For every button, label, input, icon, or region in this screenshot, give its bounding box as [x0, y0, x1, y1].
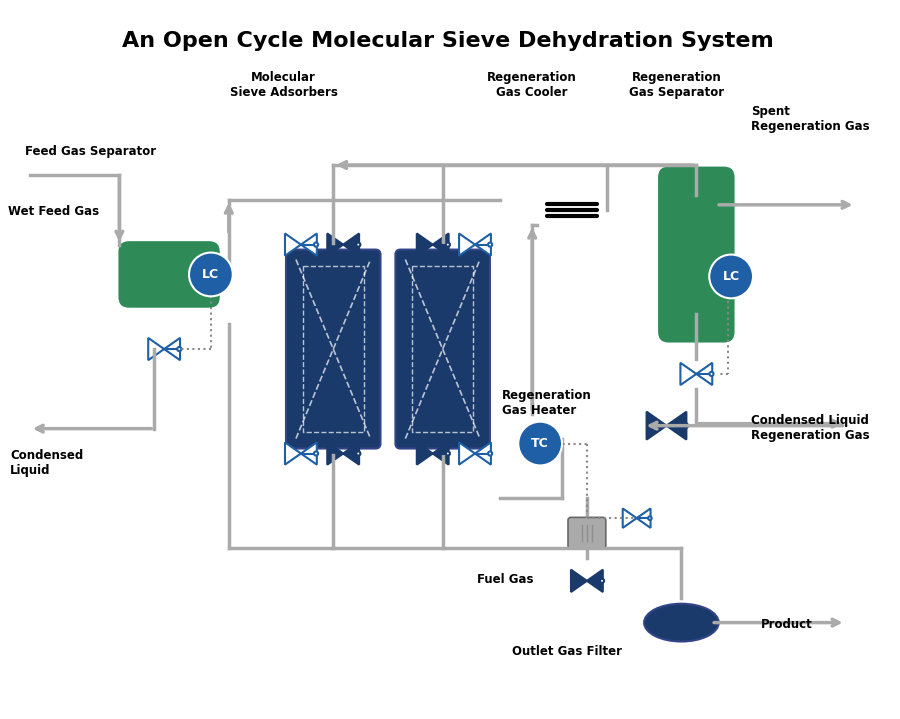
Text: Regeneration
Gas Cooler: Regeneration Gas Cooler [487, 70, 577, 99]
Polygon shape [164, 338, 180, 360]
Polygon shape [417, 442, 433, 464]
Circle shape [600, 579, 604, 583]
Text: Condensed
Liquid: Condensed Liquid [10, 449, 83, 477]
Polygon shape [636, 508, 651, 528]
Circle shape [189, 252, 233, 296]
Text: Condensed Liquid: Condensed Liquid [751, 413, 868, 426]
Polygon shape [433, 234, 448, 256]
Circle shape [488, 242, 492, 247]
Circle shape [518, 421, 562, 465]
Text: LC: LC [202, 268, 220, 281]
Circle shape [709, 372, 714, 376]
Polygon shape [343, 442, 359, 464]
FancyBboxPatch shape [395, 249, 490, 449]
Polygon shape [680, 363, 697, 385]
FancyBboxPatch shape [117, 240, 220, 308]
Text: TC: TC [531, 437, 549, 450]
Circle shape [356, 452, 360, 456]
Text: An Open Cycle Molecular Sieve Dehydration System: An Open Cycle Molecular Sieve Dehydratio… [122, 31, 773, 51]
Circle shape [488, 452, 492, 456]
Text: Regeneration
Gas Separator: Regeneration Gas Separator [629, 70, 724, 99]
Text: Molecular
Sieve Adsorbers: Molecular Sieve Adsorbers [230, 70, 338, 99]
Polygon shape [148, 338, 164, 360]
Polygon shape [697, 363, 712, 385]
Polygon shape [417, 234, 433, 256]
Polygon shape [459, 234, 475, 256]
Polygon shape [475, 234, 491, 256]
Text: Regeneration
Gas Heater: Regeneration Gas Heater [502, 389, 592, 417]
Polygon shape [285, 442, 301, 464]
Circle shape [314, 242, 318, 247]
Polygon shape [475, 442, 491, 464]
Circle shape [648, 516, 652, 520]
Polygon shape [328, 234, 343, 256]
Polygon shape [667, 412, 687, 439]
Polygon shape [328, 442, 343, 464]
Text: LC: LC [723, 270, 740, 283]
Circle shape [177, 347, 181, 351]
Circle shape [709, 255, 753, 298]
Polygon shape [623, 508, 636, 528]
FancyBboxPatch shape [286, 249, 381, 449]
Polygon shape [301, 234, 317, 256]
Text: Fuel Gas: Fuel Gas [478, 573, 534, 586]
Text: Spent
Regeneration Gas: Spent Regeneration Gas [751, 106, 869, 133]
Polygon shape [571, 569, 587, 592]
Polygon shape [301, 442, 317, 464]
Text: Product: Product [761, 618, 813, 631]
Polygon shape [285, 234, 301, 256]
Text: Regeneration Gas: Regeneration Gas [751, 429, 869, 441]
Text: Wet Feed Gas: Wet Feed Gas [8, 205, 99, 218]
Polygon shape [646, 412, 667, 439]
Polygon shape [343, 234, 359, 256]
Polygon shape [433, 442, 448, 464]
Ellipse shape [644, 604, 719, 641]
Circle shape [683, 423, 688, 429]
Polygon shape [587, 569, 603, 592]
FancyBboxPatch shape [657, 165, 735, 344]
Text: Outlet Gas Filter: Outlet Gas Filter [512, 646, 622, 659]
Polygon shape [459, 442, 475, 464]
FancyBboxPatch shape [568, 518, 606, 549]
Circle shape [314, 452, 318, 456]
Circle shape [446, 452, 450, 456]
Circle shape [356, 242, 360, 247]
Text: Feed Gas Separator: Feed Gas Separator [25, 145, 156, 158]
Circle shape [446, 242, 450, 247]
